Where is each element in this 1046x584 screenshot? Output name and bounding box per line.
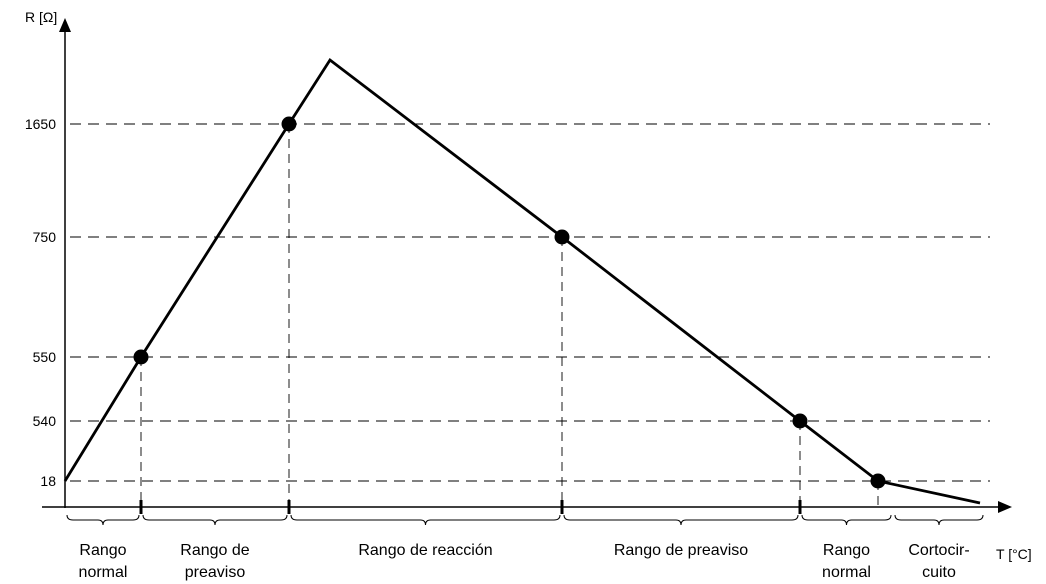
y-tick-label: 540	[33, 413, 57, 429]
range-brace	[66, 514, 140, 526]
y-tick-label: 750	[33, 229, 57, 245]
data-point	[554, 229, 570, 245]
range-label: Rango de	[180, 542, 249, 559]
x-range-ticks	[139, 500, 802, 514]
y-tick-label: 18	[40, 473, 56, 489]
grid-lines	[70, 123, 990, 482]
range-label: cuito	[922, 564, 956, 581]
x-axis-label: T [°C]	[996, 546, 1032, 562]
range-labels: Rango normal Rango de preaviso Rango de reac…	[79, 542, 970, 581]
range-label: Rango	[79, 542, 126, 559]
data-point	[870, 473, 886, 489]
range-brace	[290, 514, 561, 526]
range-label: Rango	[823, 542, 870, 559]
range-label: preaviso	[185, 564, 246, 581]
x-axis-arrow-icon	[998, 501, 1012, 513]
series-group	[63, 57, 981, 505]
range-brace	[563, 514, 799, 526]
range-braces	[66, 514, 984, 526]
data-point	[133, 349, 149, 365]
range-label: normal	[822, 564, 871, 581]
data-point	[792, 413, 808, 429]
y-axis-label: R [Ω]	[25, 9, 57, 25]
range-brace	[801, 514, 892, 526]
y-axis-arrow-icon	[59, 18, 71, 32]
range-label: Rango de preaviso	[614, 542, 748, 559]
range-label: Rango de reacción	[358, 542, 492, 559]
y-tick-labels: 1650 750 550 540 18	[25, 116, 56, 489]
y-tick-label: 550	[33, 349, 57, 365]
range-brace	[894, 514, 984, 526]
y-tick-label: 1650	[25, 116, 56, 132]
range-label: Cortocir-	[908, 542, 969, 559]
range-label: normal	[79, 564, 128, 581]
series-line	[63, 57, 981, 505]
markers	[133, 116, 886, 489]
range-brace	[142, 514, 288, 526]
data-point	[281, 116, 297, 132]
